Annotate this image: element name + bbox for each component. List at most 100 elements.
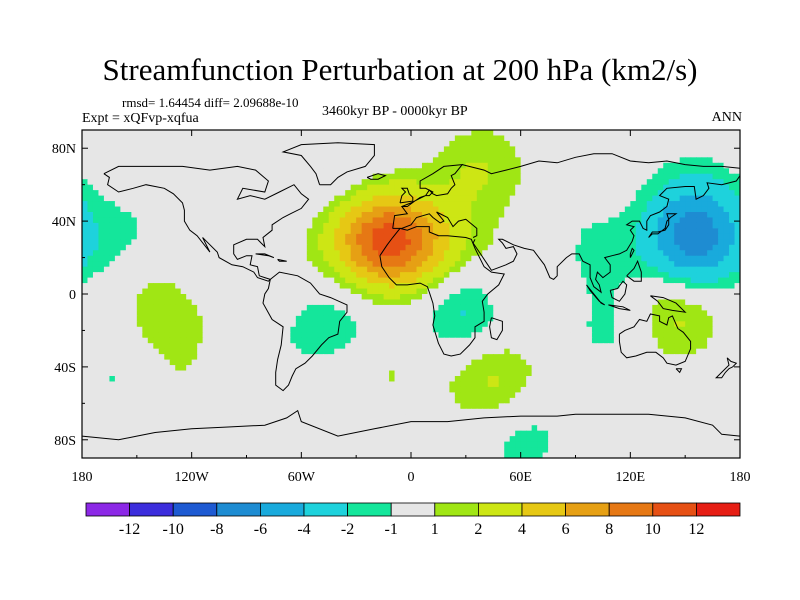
field-cell bbox=[460, 146, 467, 153]
field-cell bbox=[454, 206, 461, 213]
field-cell bbox=[153, 222, 160, 229]
field-cell bbox=[224, 294, 231, 301]
field-cell bbox=[657, 217, 664, 224]
field-cell bbox=[734, 266, 740, 273]
field-cell bbox=[125, 244, 132, 251]
field-cell bbox=[367, 354, 374, 361]
field-cell bbox=[591, 228, 599, 235]
field-cell bbox=[707, 261, 714, 268]
field-cell bbox=[213, 337, 220, 344]
field-cell bbox=[92, 179, 100, 186]
field-cell bbox=[602, 157, 609, 164]
field-cell bbox=[339, 315, 346, 322]
field-cell bbox=[235, 294, 242, 301]
field-cell bbox=[646, 272, 653, 279]
field-cell bbox=[246, 348, 253, 355]
field-cell bbox=[487, 201, 494, 208]
field-cell bbox=[246, 130, 253, 137]
field-cell bbox=[537, 244, 544, 251]
field-cell bbox=[328, 162, 335, 169]
field-cell bbox=[613, 146, 620, 153]
field-cell bbox=[663, 337, 670, 344]
field-cell bbox=[707, 157, 714, 164]
field-cell bbox=[262, 239, 270, 246]
field-cell bbox=[526, 239, 533, 246]
field-cell bbox=[580, 222, 588, 229]
field-cell bbox=[295, 195, 302, 202]
field-cell bbox=[356, 222, 363, 229]
field-cell bbox=[202, 261, 209, 268]
field-cell bbox=[663, 250, 670, 257]
field-cell bbox=[279, 179, 286, 186]
field-cell bbox=[608, 343, 615, 350]
field-cell bbox=[421, 157, 429, 164]
field-cell bbox=[279, 283, 286, 290]
field-cell bbox=[208, 343, 215, 350]
field-cell bbox=[87, 206, 94, 213]
field-cell bbox=[559, 233, 566, 240]
field-cell bbox=[411, 151, 418, 158]
field-cell bbox=[641, 222, 648, 229]
field-cell bbox=[520, 233, 527, 240]
field-cell bbox=[559, 250, 566, 257]
field-cell bbox=[608, 135, 615, 142]
field-cell bbox=[394, 266, 401, 273]
field-cell bbox=[575, 217, 582, 224]
field-cell bbox=[405, 304, 412, 311]
field-cell bbox=[202, 162, 209, 169]
field-cell bbox=[361, 272, 368, 279]
field-cell bbox=[646, 315, 653, 322]
field-cell bbox=[443, 212, 450, 219]
field-cell bbox=[416, 299, 423, 306]
field-cell bbox=[367, 266, 374, 273]
field-cell bbox=[712, 140, 719, 147]
field-cell bbox=[690, 201, 697, 208]
field-cell bbox=[427, 261, 434, 268]
field-cell bbox=[87, 184, 94, 191]
field-cell bbox=[251, 299, 259, 306]
field-cell bbox=[701, 343, 708, 350]
field-cell bbox=[208, 261, 215, 268]
field-cell bbox=[646, 310, 653, 317]
field-cell bbox=[268, 255, 275, 262]
field-cell bbox=[597, 294, 604, 301]
field-cell bbox=[109, 146, 116, 153]
field-cell bbox=[701, 310, 708, 317]
field-cell bbox=[334, 283, 341, 290]
field-cell bbox=[411, 343, 418, 350]
field-cell bbox=[630, 326, 637, 333]
field-cell bbox=[482, 162, 489, 169]
field-cell bbox=[657, 272, 664, 279]
field-cell bbox=[498, 130, 505, 137]
field-cell bbox=[438, 250, 445, 257]
field-cell bbox=[394, 315, 401, 322]
field-cell bbox=[602, 212, 609, 219]
field-cell bbox=[400, 146, 407, 153]
field-cell bbox=[641, 299, 648, 306]
field-cell bbox=[208, 140, 215, 147]
field-cell bbox=[707, 283, 714, 290]
field-cell bbox=[273, 283, 280, 290]
field-cell bbox=[591, 348, 599, 355]
field-cell bbox=[580, 283, 588, 290]
field-cell bbox=[114, 233, 121, 240]
field-cell bbox=[707, 266, 714, 273]
field-cell bbox=[635, 348, 642, 355]
field-cell bbox=[317, 348, 324, 355]
field-cell bbox=[564, 233, 571, 240]
field-cell bbox=[443, 217, 450, 224]
field-cell bbox=[295, 261, 302, 268]
field-cell bbox=[153, 228, 160, 235]
field-cell bbox=[317, 332, 324, 339]
field-cell bbox=[520, 222, 527, 229]
field-cell bbox=[482, 151, 489, 158]
field-cell bbox=[147, 239, 154, 246]
field-cell bbox=[191, 146, 198, 153]
field-cell bbox=[317, 326, 324, 333]
field-cell bbox=[613, 326, 620, 333]
field-cell bbox=[350, 179, 357, 186]
field-cell bbox=[668, 326, 675, 333]
field-cell bbox=[608, 179, 615, 186]
field-cell bbox=[597, 233, 604, 240]
field-cell bbox=[175, 190, 182, 197]
